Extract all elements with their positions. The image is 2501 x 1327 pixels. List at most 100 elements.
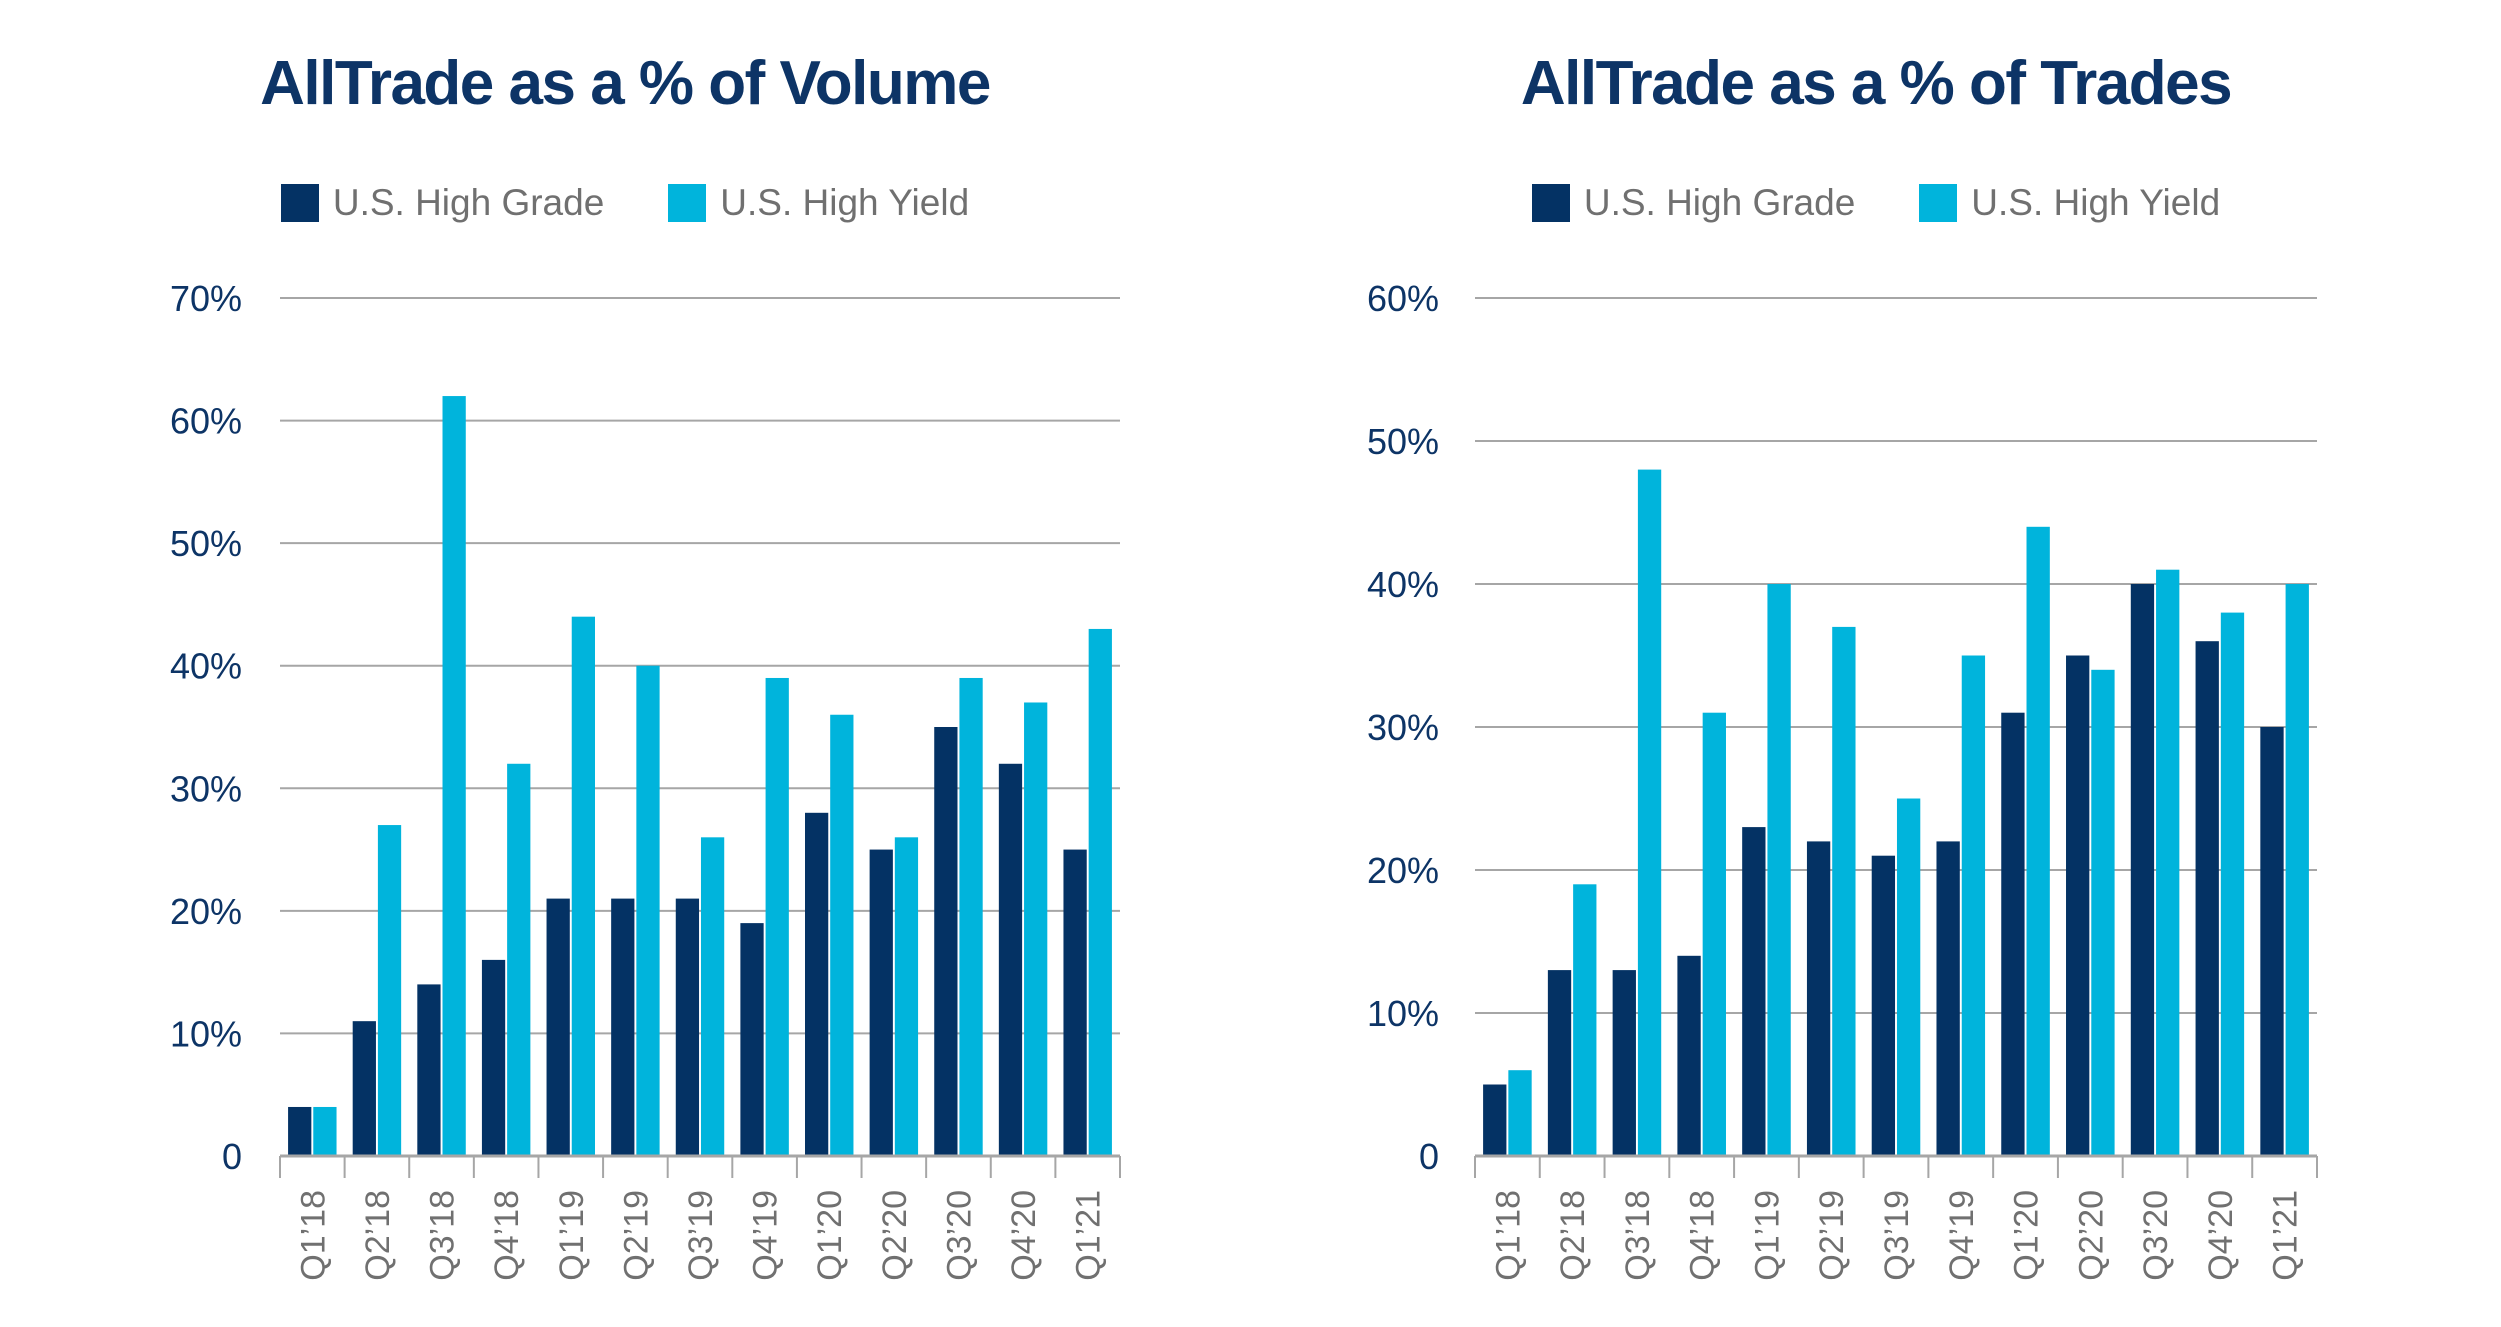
bar-high-yield xyxy=(636,665,660,1156)
x-tick-label: Q4’18 xyxy=(488,1190,526,1281)
chart-legend: U.S. High Grade U.S. High Yield xyxy=(1251,182,2501,224)
bar-high-yield xyxy=(959,677,983,1156)
bar-high-grade xyxy=(1742,827,1766,1156)
x-tick-label: Q1’21 xyxy=(2267,1190,2305,1281)
bar-high-grade xyxy=(611,898,635,1156)
y-tick-label: 70% xyxy=(170,278,242,319)
x-tick-label: Q4’20 xyxy=(1005,1190,1043,1281)
legend-item-high-yield: U.S. High Yield xyxy=(1919,182,2220,224)
bar-high-yield xyxy=(571,616,595,1156)
bar-high-yield xyxy=(507,763,531,1156)
bar-high-grade xyxy=(675,898,700,1156)
x-tick-label: Q4’19 xyxy=(1943,1190,1981,1281)
x-tick-label: Q3’18 xyxy=(1619,1190,1657,1281)
bar-high-grade xyxy=(417,984,441,1156)
x-tick-label: Q1’20 xyxy=(811,1190,849,1281)
x-tick-label: Q2’18 xyxy=(359,1190,397,1281)
bar-high-grade xyxy=(2195,641,2219,1156)
bar-high-yield xyxy=(894,837,919,1156)
bar-high-grade xyxy=(1547,970,1572,1156)
bar-high-grade xyxy=(481,959,506,1156)
bar-high-yield xyxy=(2285,584,2309,1156)
bar-high-grade xyxy=(1483,1084,1507,1156)
bar-high-yield xyxy=(377,825,402,1156)
volume-chart-panel: AllTrade as a % of Volume U.S. High Grad… xyxy=(0,0,1250,1327)
x-tick-label: Q3’18 xyxy=(424,1190,462,1281)
bar-high-yield xyxy=(2026,526,2050,1156)
y-tick-label: 0 xyxy=(1419,1136,1439,1177)
bar-high-grade xyxy=(2130,584,2155,1156)
y-tick-label: 50% xyxy=(1367,421,1439,462)
x-tick-label: Q1’18 xyxy=(1489,1190,1527,1281)
x-tick-label: Q1’19 xyxy=(1748,1190,1786,1281)
x-tick-label: Q4’19 xyxy=(747,1190,785,1281)
y-tick-label: 20% xyxy=(170,891,242,932)
y-tick-label: 60% xyxy=(170,401,242,442)
x-tick-label: Q1’19 xyxy=(553,1190,591,1281)
bar-high-yield xyxy=(1508,1070,1532,1156)
bar-high-grade xyxy=(1063,849,1087,1156)
bar-high-grade xyxy=(805,812,829,1156)
bar-high-grade xyxy=(1612,970,1636,1156)
chart-title: AllTrade as a % of Volume xyxy=(260,49,991,118)
x-tick-label: Q4’18 xyxy=(1684,1190,1722,1281)
bar-high-grade xyxy=(2001,712,2025,1156)
bar-high-grade xyxy=(1871,855,1896,1156)
y-tick-label: 20% xyxy=(1367,850,1439,891)
y-tick-label: 10% xyxy=(1367,993,1439,1034)
bar-high-yield xyxy=(2220,612,2245,1156)
x-tick-label: Q3’20 xyxy=(2137,1190,2175,1281)
trades-bar-chart: 0 10% 20% 30% 40% 50% 60% Q1’18 Q2’18 Q3’18 Q4’18 Q… xyxy=(1367,278,2318,1281)
legend-label: U.S. High Grade xyxy=(332,182,605,223)
legend-item-high-yield: U.S. High Yield xyxy=(668,182,969,224)
legend-swatch-high-yield xyxy=(668,184,707,222)
bar-high-yield xyxy=(1637,469,1662,1157)
bar-high-yield xyxy=(2156,569,2180,1156)
legend-item-high-grade: U.S. High Grade xyxy=(1531,182,1856,224)
volume-bar-chart: 0 10% 20% 30% 40% 50% 60% 70% Q1’18 Q2’18 Q3’18 Q4’… xyxy=(170,278,1121,1281)
bar-high-grade xyxy=(934,727,958,1156)
y-tick-label: 0 xyxy=(222,1136,242,1177)
y-tick-label: 60% xyxy=(1367,278,1439,319)
bar-high-grade xyxy=(2066,655,2090,1156)
legend-label: U.S. High Yield xyxy=(720,182,970,223)
y-tick-label: 30% xyxy=(170,768,242,809)
bar-high-yield xyxy=(1896,798,1921,1156)
legend-label: U.S. High Grade xyxy=(1583,182,1856,223)
bar-high-yield xyxy=(442,396,466,1156)
legend-item-high-grade: U.S. High Grade xyxy=(280,182,605,224)
bar-high-yield xyxy=(1088,628,1112,1156)
bar-high-yield xyxy=(700,837,725,1156)
bar-high-grade xyxy=(740,923,764,1156)
bar-high-grade xyxy=(998,763,1023,1156)
bar-high-grade xyxy=(352,1021,376,1156)
bar-high-yield xyxy=(1702,712,1726,1156)
chart-legend: U.S. High Grade U.S. High Yield xyxy=(0,182,1250,224)
bar-high-yield xyxy=(1832,626,1856,1156)
x-tick-label: Q1’21 xyxy=(1070,1190,1108,1281)
x-tick-label: Q1’20 xyxy=(2008,1190,2046,1281)
bar-high-grade xyxy=(546,898,570,1156)
bar-high-grade xyxy=(869,849,893,1156)
x-tick-label: Q3’19 xyxy=(1878,1190,1916,1281)
x-tick-label: Q3’20 xyxy=(940,1190,978,1281)
bar-high-grade xyxy=(2260,727,2284,1156)
x-tick-label: Q2’18 xyxy=(1554,1190,1592,1281)
y-tick-label: 50% xyxy=(170,523,242,564)
bar-high-grade xyxy=(1677,955,1701,1156)
x-tick-label: Q2’20 xyxy=(2072,1190,2110,1281)
bar-high-yield xyxy=(1573,884,1597,1156)
trades-chart-panel: AllTrade as a % of Trades U.S. High Grad… xyxy=(1251,0,2501,1327)
bar-high-yield xyxy=(830,714,854,1156)
bar-high-yield xyxy=(313,1106,337,1156)
legend-label: U.S. High Yield xyxy=(1971,182,2221,223)
legend-swatch-high-yield xyxy=(1919,184,1958,222)
x-tick-label: Q3’19 xyxy=(682,1190,720,1281)
y-tick-label: 40% xyxy=(1367,564,1439,605)
bar-high-yield xyxy=(1024,702,1048,1156)
bar-high-yield xyxy=(1961,655,1986,1156)
x-tick-label: Q4’20 xyxy=(2202,1190,2240,1281)
y-tick-label: 40% xyxy=(170,646,242,687)
legend-swatch-high-grade xyxy=(280,184,319,222)
x-tick-label: Q2’19 xyxy=(1813,1190,1851,1281)
